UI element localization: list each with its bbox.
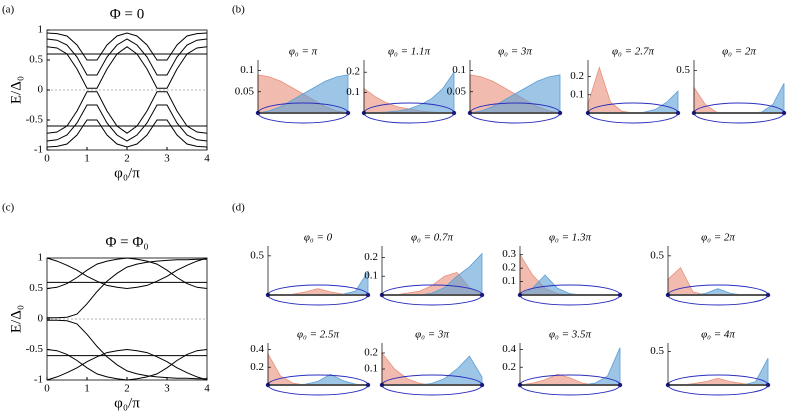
y-tick-label: 0.2 bbox=[502, 262, 516, 274]
band-line bbox=[47, 258, 207, 319]
lead-dot bbox=[781, 110, 787, 116]
x-tick-label: 4 bbox=[204, 153, 210, 165]
y-tick-label: 0.5 bbox=[650, 249, 664, 261]
lead-dot bbox=[765, 382, 771, 388]
y-tick-label: 0.1 bbox=[452, 64, 466, 76]
lead-dot bbox=[765, 292, 771, 298]
y-tick-label: 0.2 bbox=[346, 66, 360, 78]
y-tick-label: 0.1 bbox=[570, 88, 584, 100]
band-line bbox=[46, 348, 208, 381]
y-axis-label: E/Δ₀ bbox=[8, 305, 24, 333]
y-tick-label: 0.4 bbox=[502, 343, 516, 355]
y-tick-label: 0.5 bbox=[650, 345, 664, 357]
y-tick-label: -0.5 bbox=[26, 343, 44, 355]
band-line bbox=[46, 257, 208, 290]
panel-label: (d) bbox=[232, 202, 245, 214]
subplot-title: φ₀ = 1.1π bbox=[388, 46, 431, 58]
lead-dot bbox=[451, 110, 457, 116]
x-axis-label: φ₀/π bbox=[114, 165, 140, 181]
x-tick-label: 0 bbox=[44, 383, 50, 395]
y-tick-label: 0.2 bbox=[502, 361, 516, 373]
y-tick-label: 0.4 bbox=[250, 343, 264, 355]
y-tick-label: 0 bbox=[38, 84, 44, 96]
y-tick-label: 0.2 bbox=[250, 361, 264, 373]
x-tick-label: 1 bbox=[84, 383, 90, 395]
y-tick-label: 0.5 bbox=[676, 64, 690, 76]
x-tick-label: 2 bbox=[124, 383, 130, 395]
y-tick-label: 0.05 bbox=[235, 85, 255, 97]
lead-dot bbox=[479, 292, 485, 298]
subplot-title: φ₀ = 3.5π bbox=[549, 329, 592, 341]
y-tick-label: 0.1 bbox=[240, 64, 254, 76]
band-line bbox=[46, 32, 208, 61]
lead-dot bbox=[479, 382, 485, 388]
lead-dot bbox=[675, 110, 681, 116]
panel-label: (c) bbox=[2, 202, 15, 214]
chart-title: Φ = Φ₀ bbox=[105, 234, 148, 250]
y-axis-label: E/Δ₀ bbox=[8, 76, 24, 104]
band-line bbox=[46, 46, 208, 89]
subplot-title: φ₀ = 2.5π bbox=[297, 329, 340, 341]
x-tick-label: 3 bbox=[164, 153, 170, 165]
subplot-title: φ₀ = 2.7π bbox=[612, 46, 655, 58]
y-tick-label: -1 bbox=[34, 144, 43, 156]
subplot-title: φ₀ = 3π bbox=[498, 46, 532, 58]
lead-dot bbox=[345, 110, 351, 116]
lead-dot bbox=[617, 382, 623, 388]
lead-dot bbox=[365, 382, 371, 388]
y-tick-label: 0.5 bbox=[250, 249, 264, 261]
band-line bbox=[46, 104, 208, 142]
y-tick-label: 0.1 bbox=[364, 363, 378, 375]
subplot-title: φ₀ = 1.3π bbox=[549, 232, 592, 244]
subplot-title: φ₀ = 2π bbox=[722, 46, 756, 58]
band-line bbox=[46, 38, 208, 76]
y-tick-label: -0.5 bbox=[26, 114, 44, 126]
y-tick-label: 0.5 bbox=[29, 282, 43, 294]
density-area bbox=[257, 74, 349, 114]
y-tick-label: 1 bbox=[38, 252, 44, 264]
chart-title: Φ = 0 bbox=[110, 6, 144, 22]
density-area bbox=[469, 74, 561, 114]
lead-dot bbox=[617, 292, 623, 298]
subplot-title: φ₀ = 0 bbox=[304, 232, 333, 244]
y-tick-label: 0.2 bbox=[570, 70, 584, 82]
band-line bbox=[46, 91, 208, 134]
subplot-title: φ₀ = 3π bbox=[415, 329, 449, 341]
y-tick-label: 0.2 bbox=[364, 251, 378, 263]
x-tick-label: 0 bbox=[44, 153, 50, 165]
x-tick-label: 1 bbox=[84, 153, 90, 165]
y-tick-label: 0.1 bbox=[502, 275, 516, 287]
y-tick-label: 0.5 bbox=[29, 54, 43, 66]
y-tick-label: 0.05 bbox=[447, 85, 467, 97]
subplot-title: φ₀ = π bbox=[289, 46, 318, 58]
subplot-title: φ₀ = 4π bbox=[701, 329, 735, 341]
x-tick-label: 4 bbox=[204, 383, 210, 395]
y-tick-label: 0.2 bbox=[364, 347, 378, 359]
y-tick-label: 0.1 bbox=[364, 270, 378, 282]
lead-dot bbox=[557, 110, 563, 116]
lead-dot bbox=[365, 292, 371, 298]
y-tick-label: 1 bbox=[38, 24, 44, 36]
density-area bbox=[267, 352, 368, 386]
band-line bbox=[46, 349, 208, 381]
y-tick-label: 0.1 bbox=[346, 86, 360, 98]
x-tick-label: 2 bbox=[124, 153, 130, 165]
x-tick-label: 3 bbox=[164, 383, 170, 395]
y-tick-label: 0.3 bbox=[502, 248, 516, 260]
x-axis-label: φ₀/π bbox=[114, 395, 140, 411]
band-line bbox=[46, 257, 208, 289]
subplot-title: φ₀ = 2π bbox=[701, 232, 735, 244]
y-tick-label: 0 bbox=[38, 313, 44, 325]
band-line bbox=[47, 319, 207, 380]
panel-label: (b) bbox=[232, 4, 245, 16]
y-tick-label: -1 bbox=[34, 374, 43, 386]
subplot-title: φ₀ = 0.7π bbox=[411, 232, 454, 244]
panel-label: (a) bbox=[2, 4, 15, 16]
